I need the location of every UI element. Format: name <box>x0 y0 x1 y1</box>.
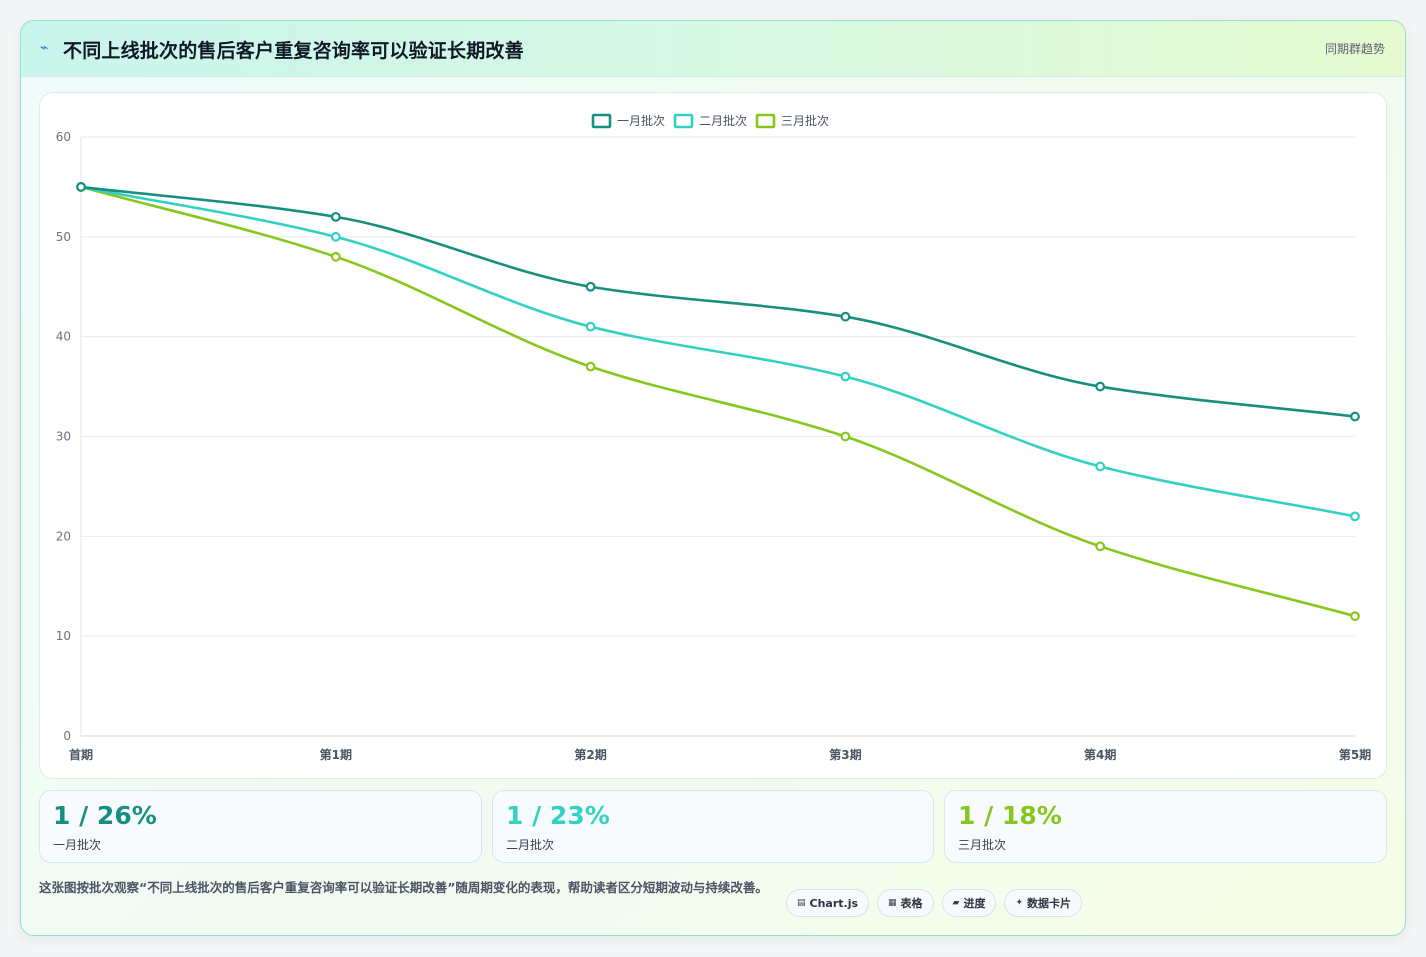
table-icon: ▦ <box>888 898 897 908</box>
progress-icon: ▰ <box>952 898 960 908</box>
data-point <box>840 371 851 382</box>
card-header: ⌁ 不同上线批次的售后客户重复咨询率可以验证长期改善 同期群趋势 <box>21 21 1405 77</box>
x-tick-label: 第3期 <box>829 747 861 762</box>
stat-card-mar: 1 / 18% 三月批次 <box>944 790 1387 863</box>
data-point <box>330 231 341 242</box>
stat-value: 1 / 23% <box>506 801 610 830</box>
sparkle-icon: ✦ <box>1015 898 1024 908</box>
y-tick-label: 50 <box>56 230 71 244</box>
stat-label: 三月批次 <box>958 838 1007 852</box>
data-point <box>1350 411 1360 422</box>
y-tick-label: 10 <box>56 629 71 643</box>
chart-icon: ▤ <box>797 898 806 908</box>
data-point <box>840 431 851 442</box>
data-point <box>1095 381 1106 392</box>
stat-value: 1 / 26% <box>53 801 157 830</box>
x-tick-label: 第1期 <box>320 747 352 762</box>
data-point <box>1095 541 1106 552</box>
chip-label: 数据卡片 <box>1027 897 1072 910</box>
stat-value: 1 / 18% <box>958 801 1062 830</box>
stat-label: 一月批次 <box>53 838 102 852</box>
stat-label: 二月批次 <box>506 838 555 852</box>
series-line <box>79 185 1357 418</box>
data-point <box>585 281 596 292</box>
data-point <box>585 361 596 372</box>
series-line <box>79 185 1357 618</box>
y-tick-label: 0 <box>63 729 71 743</box>
line-chart: 0 10 20 30 40 50 60 首期 第1期 第2期 第3期 第4期 第5期 一月批次 二月批次 三月… <box>56 113 1371 762</box>
data-point <box>1095 461 1106 472</box>
x-tick-label: 首期 <box>69 747 93 762</box>
stat-card-feb: 1 / 23% 二月批次 <box>492 790 934 863</box>
x-tick-label: 第5期 <box>1339 747 1371 762</box>
chip-chartjs[interactable]: ▤ Chart.js <box>786 889 870 917</box>
chart-panel: 0 10 20 30 40 50 60 首期 第1期 第2期 第3期 第4期 第5期 一月批次 二月批次 三月… <box>39 92 1387 779</box>
chip-table[interactable]: ▦ 表格 <box>877 889 934 917</box>
data-point <box>76 182 86 192</box>
y-tick-label: 40 <box>56 330 71 344</box>
chart-card: ⌁ 不同上线批次的售后客户重复咨询率可以验证长期改善 同期群趋势 0 10 20 30… <box>20 20 1406 936</box>
data-point <box>585 321 596 332</box>
legend-swatch <box>673 113 694 129</box>
chip-label: 进度 <box>963 897 986 910</box>
chip-data-card[interactable]: ✦ 数据卡片 <box>1004 889 1083 917</box>
chip-row: ▤ Chart.js ▦ 表格 ▰ 进度 ✦ 数据卡片 <box>786 889 1083 917</box>
y-tick-label: 60 <box>56 130 71 144</box>
header-tag: 同期群趋势 <box>1324 42 1385 56</box>
y-tick-label: 30 <box>56 430 71 444</box>
chart-description: 这张图按批次观察“不同上线批次的售后客户重复咨询率可以验证长期改善”随周期变化的… <box>39 880 768 895</box>
data-point <box>330 251 341 262</box>
x-tick-label: 第2期 <box>574 747 606 762</box>
legend-swatch <box>755 113 776 129</box>
data-point <box>1350 511 1360 522</box>
x-tick-label: 第4期 <box>1084 747 1116 762</box>
y-tick-label: 20 <box>56 529 71 543</box>
legend-label: 一月批次 <box>617 113 665 128</box>
chip-progress[interactable]: ▰ 进度 <box>941 889 997 917</box>
chart-title: 不同上线批次的售后客户重复咨询率可以验证长期改善 <box>63 40 524 62</box>
series-line <box>79 185 1357 518</box>
chip-label: 表格 <box>900 897 923 910</box>
stat-card-jan: 1 / 26% 一月批次 <box>39 790 482 863</box>
lightning-icon: ⌁ <box>40 40 49 56</box>
data-point <box>1350 611 1360 622</box>
legend-swatch <box>591 113 612 129</box>
data-point <box>330 211 341 222</box>
chip-label: Chart.js <box>809 896 859 910</box>
legend-label: 二月批次 <box>699 113 747 128</box>
legend-label: 三月批次 <box>781 113 829 128</box>
data-point <box>840 311 851 322</box>
